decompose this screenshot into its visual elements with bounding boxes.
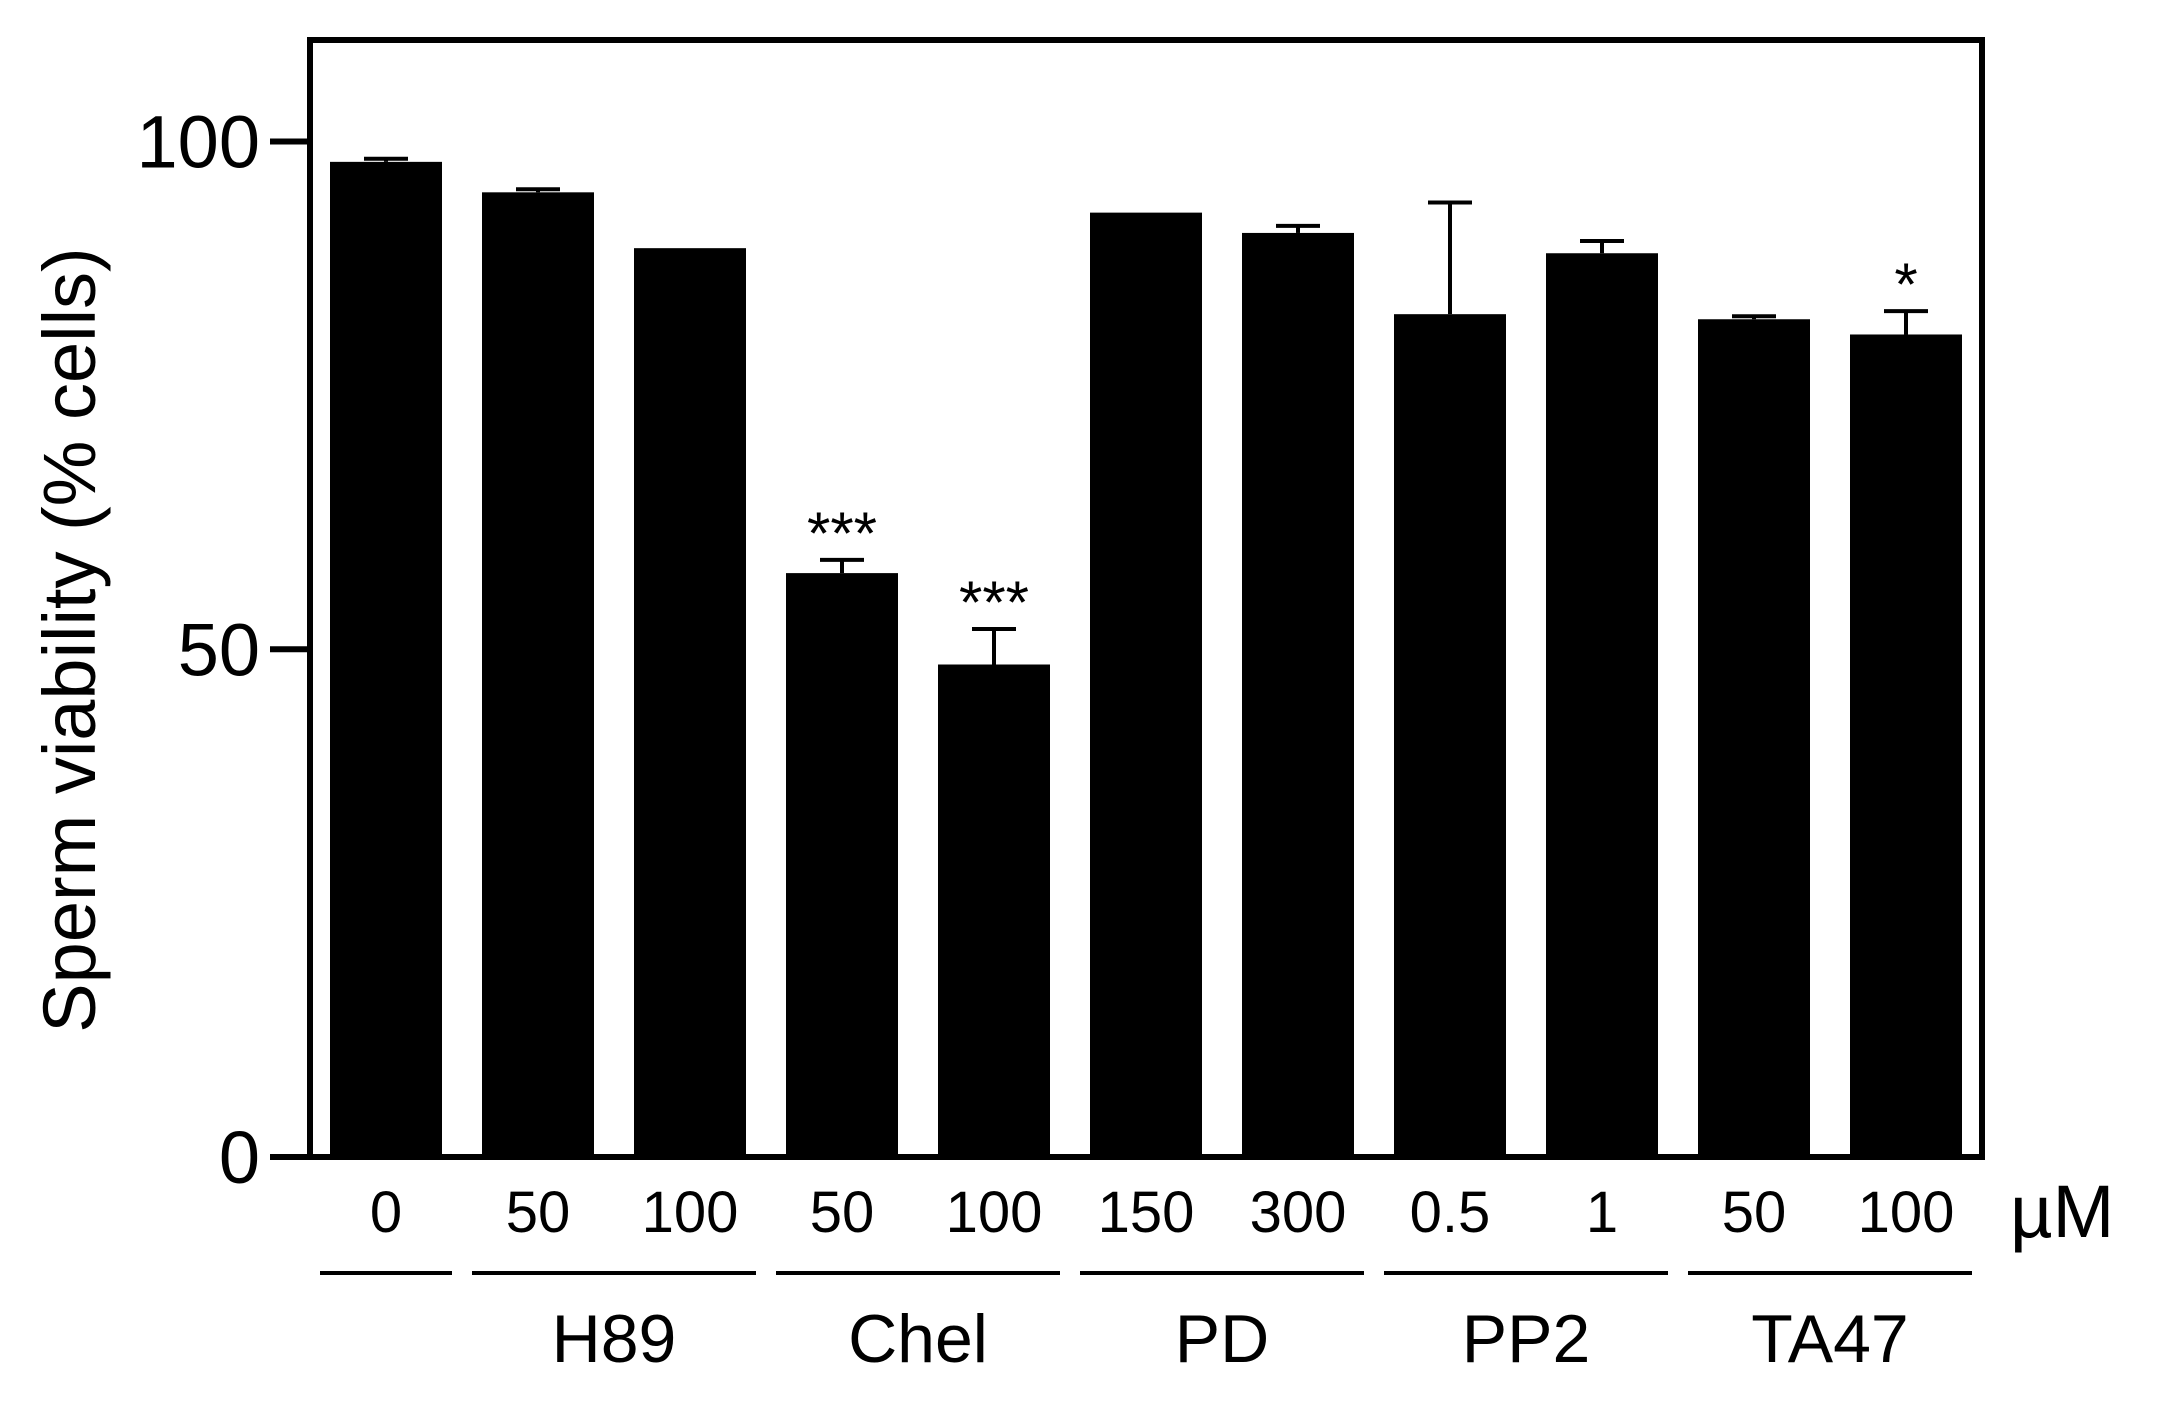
x-tick-label: 100 (642, 1180, 739, 1245)
bar (482, 192, 594, 1157)
x-tick-label: 50 (810, 1180, 875, 1245)
unit-label: µM (2010, 1170, 2114, 1253)
y-tick-label: 0 (219, 1116, 260, 1199)
bar (634, 248, 746, 1157)
group-label: PP2 (1462, 1301, 1591, 1377)
x-tick-label: 300 (1250, 1180, 1347, 1245)
significance-label: * (1894, 251, 1917, 318)
group-label: TA47 (1751, 1301, 1908, 1377)
bar (330, 161, 442, 1157)
x-tick-label: 150 (1098, 1180, 1195, 1245)
x-tick-label: 100 (946, 1180, 1043, 1245)
bar (938, 664, 1050, 1157)
x-tick-label: 0.5 (1410, 1180, 1491, 1245)
bar (1394, 314, 1506, 1157)
significance-label: *** (807, 500, 877, 567)
x-tick-label: 1 (1586, 1180, 1618, 1245)
x-tick-label: 0 (370, 1180, 402, 1245)
bar (1242, 232, 1354, 1157)
x-tick-label: 50 (1722, 1180, 1787, 1245)
y-tick-label: 50 (178, 608, 260, 691)
group-label: Chel (848, 1301, 988, 1377)
x-tick-label: 50 (506, 1180, 571, 1245)
bar (786, 573, 898, 1157)
bar (1850, 334, 1962, 1157)
bar (1546, 253, 1658, 1157)
significance-label: *** (959, 569, 1029, 636)
group-label: H89 (552, 1301, 677, 1377)
y-tick-label: 100 (137, 101, 260, 184)
y-axis-label: Sperm viability (% cells) (28, 247, 111, 1032)
x-tick-label: 100 (1858, 1180, 1955, 1245)
group-label: PD (1175, 1301, 1269, 1377)
bar (1090, 212, 1202, 1158)
bar (1698, 319, 1810, 1157)
